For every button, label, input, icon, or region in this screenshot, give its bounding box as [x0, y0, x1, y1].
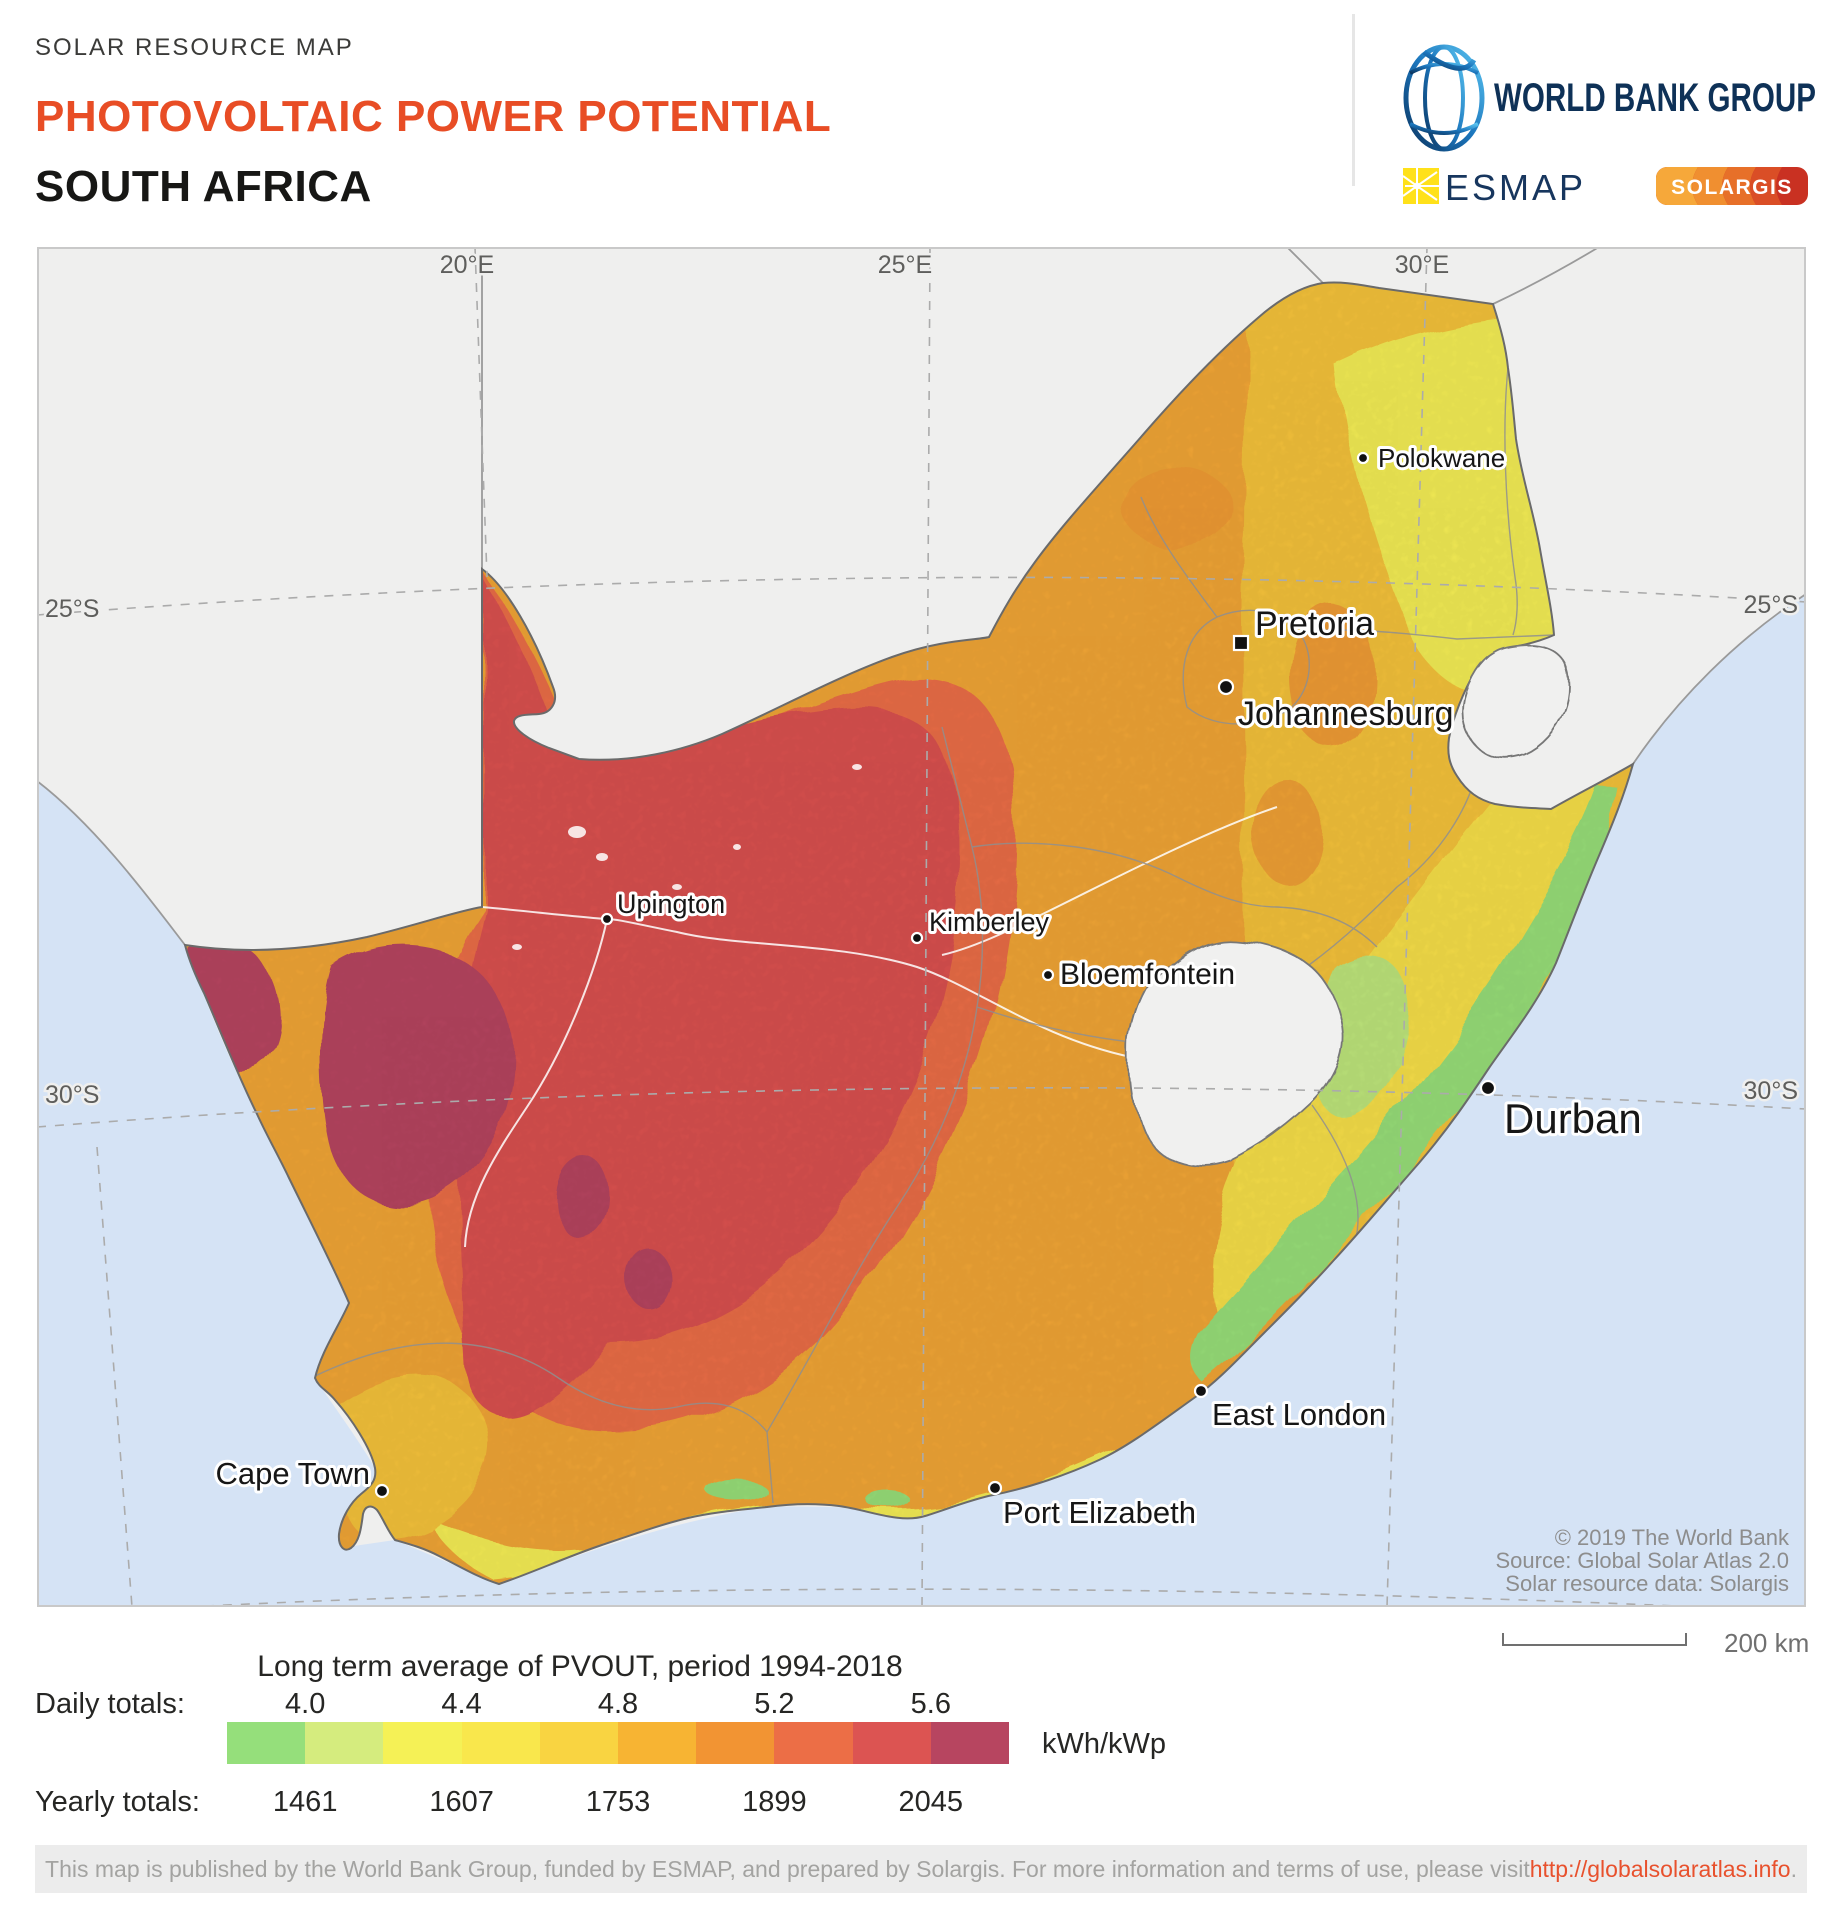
world-bank-wordmark: WORLD BANK GROUP: [1494, 76, 1816, 120]
legend-color-cell: [461, 1722, 540, 1764]
meridian-label: 20°E: [440, 251, 494, 279]
legend-colorbar: [227, 1722, 1010, 1764]
header-divider: [1352, 14, 1355, 186]
city-upington: Upington: [600, 886, 728, 926]
ocean: [37, 594, 1806, 1607]
graticule-lines: [36, 246, 1807, 1613]
legend-color-cell: [696, 1722, 775, 1764]
copyright-line: Source: Global Solar Atlas 2.0: [1496, 1548, 1790, 1573]
parallel-label-left: 30°S: [45, 1081, 99, 1109]
city-marker-dot: [1041, 968, 1055, 982]
footer-bar: This map is published by the World Bank …: [35, 1845, 1807, 1893]
legend-unit: kWh/kWp: [1042, 1728, 1167, 1760]
city-label: Bloemfontein: [1060, 958, 1235, 991]
legend-yearly-value: 1607: [429, 1786, 494, 1818]
city-label: Cape Town: [215, 1456, 370, 1491]
city-marker-dot: [987, 1480, 1003, 1496]
legend-title: Long term average of PVOUT, period 1994-…: [257, 1650, 903, 1683]
city-marker-dot: [1479, 1079, 1497, 1097]
map-title: PHOTOVOLTAIC POWER POTENTIAL: [35, 92, 832, 141]
legend-color-cell: [383, 1722, 462, 1764]
legend-color-cell: [774, 1722, 853, 1764]
city-durban: Durban: [1479, 1079, 1645, 1145]
city-cape-town: Cape Town: [212, 1453, 390, 1499]
legend-color-cell: [539, 1722, 619, 1764]
world-bank-logo: WORLD BANK GROUP: [1402, 40, 1822, 161]
footer-link[interactable]: http://globalsolaratlas.info: [1529, 1855, 1791, 1882]
legend-daily-value: 5.2: [754, 1688, 795, 1720]
city-marker-dot: [600, 912, 614, 926]
parallel-label-left: 25°S: [45, 595, 99, 623]
rivers: [464, 806, 1278, 1248]
footer-text: This map is published by the World Bank …: [45, 1855, 1530, 1882]
province-borders: [312, 367, 1555, 1504]
legend-color-cell: [227, 1722, 306, 1764]
city-label: Pretoria: [1255, 605, 1374, 643]
city-pretoria: Pretoria: [1232, 602, 1377, 652]
lesotho-enclave: [1129, 937, 1345, 1168]
city-johannesburg: Johannesburg: [1217, 678, 1457, 736]
city-marker-dot: [1356, 451, 1370, 465]
city-port-elizabeth: Port Elizabeth: [987, 1480, 1199, 1533]
legend-yearly-value: 2045: [898, 1786, 964, 1818]
city-east-london: East London: [1193, 1383, 1389, 1435]
legend-color-cell: [852, 1722, 931, 1764]
country-border: [183, 281, 1635, 1586]
legend-yearly-value: 1753: [585, 1786, 651, 1818]
esmap-wordmark: ESMAP: [1445, 167, 1586, 207]
salt-pans: [512, 764, 862, 950]
map-frame: [37, 247, 1806, 1607]
legend-daily-label: Daily totals:: [35, 1688, 185, 1720]
esmap-logo: ESMAP: [1402, 167, 1613, 212]
city-label: Port Elizabeth: [1003, 1495, 1196, 1530]
solargis-wordmark: SOLARGIS: [1671, 176, 1793, 199]
legend-color-cell: [930, 1722, 1010, 1764]
city-label: Durban: [1504, 1095, 1642, 1142]
legend-daily-value: 4.0: [285, 1688, 326, 1720]
map-region-title: SOUTH AFRICA: [35, 162, 372, 211]
city-marker-dot: [374, 1483, 390, 1499]
city-marker-dot: [1217, 678, 1235, 696]
legend-daily-value: 5.6: [910, 1688, 951, 1720]
scale-bar: 200 km: [1496, 1624, 1826, 1663]
parallel-label-right: 25°S: [1744, 591, 1798, 619]
scale-bar-label: 200 km: [1724, 1628, 1809, 1658]
city-marker-dot: [1193, 1383, 1209, 1399]
world-bank-globe-icon: [1403, 44, 1485, 152]
city-markers: Polokwane Pretoria Johannesburg Upington Kim…: [212, 440, 1645, 1533]
city-label: Polokwane: [1378, 443, 1505, 473]
scale-bar-bracket: [1502, 1633, 1687, 1646]
solargis-badge-background: [1656, 167, 1808, 205]
city-label: Johannesburg: [1238, 695, 1454, 733]
meridian-label: 30°E: [1395, 251, 1449, 279]
parallel-label-right: 30°S: [1744, 1077, 1798, 1105]
neighbor-borders: [36, 246, 1807, 946]
city-marker-dot: [910, 931, 924, 945]
city-label: Upington: [617, 889, 725, 919]
legend-yearly-value: 1461: [272, 1786, 338, 1818]
legend-daily-value: 4.4: [441, 1688, 482, 1720]
legend-yearly-label: Yearly totals:: [35, 1786, 200, 1818]
eswatini-enclave: [1462, 644, 1571, 760]
legend-yearly-value: 1899: [742, 1786, 807, 1818]
city-label: Kimberley: [929, 907, 1050, 937]
city-bloemfontein: Bloemfontein: [1041, 955, 1238, 994]
city-marker-square: [1232, 634, 1250, 652]
city-polokwane: Polokwane: [1356, 440, 1508, 476]
legend-color-cell: [618, 1722, 697, 1764]
legend-color-cell: [305, 1722, 384, 1764]
copyright-line: © 2019 The World Bank: [1555, 1525, 1790, 1550]
map-canvas: 20°E 25°E 30°E 25°S 25°S 30°S 30°S © 2019 The …: [36, 246, 1807, 1613]
city-label: East London: [1212, 1397, 1386, 1432]
meridian-label: 25°E: [878, 251, 932, 279]
footer-suffix: .: [1790, 1855, 1797, 1882]
solargis-logo: SOLARGIS: [1656, 167, 1808, 210]
map-kicker: SOLAR RESOURCE MAP: [35, 34, 354, 61]
copyright-line: Solar resource data: Solargis: [1505, 1571, 1789, 1596]
city-kimberley: Kimberley: [910, 904, 1053, 945]
graticule-labels: 20°E 25°E 30°E 25°S 25°S 30°S 30°S: [43, 249, 1801, 1112]
legend-daily-value: 4.8: [597, 1688, 639, 1720]
